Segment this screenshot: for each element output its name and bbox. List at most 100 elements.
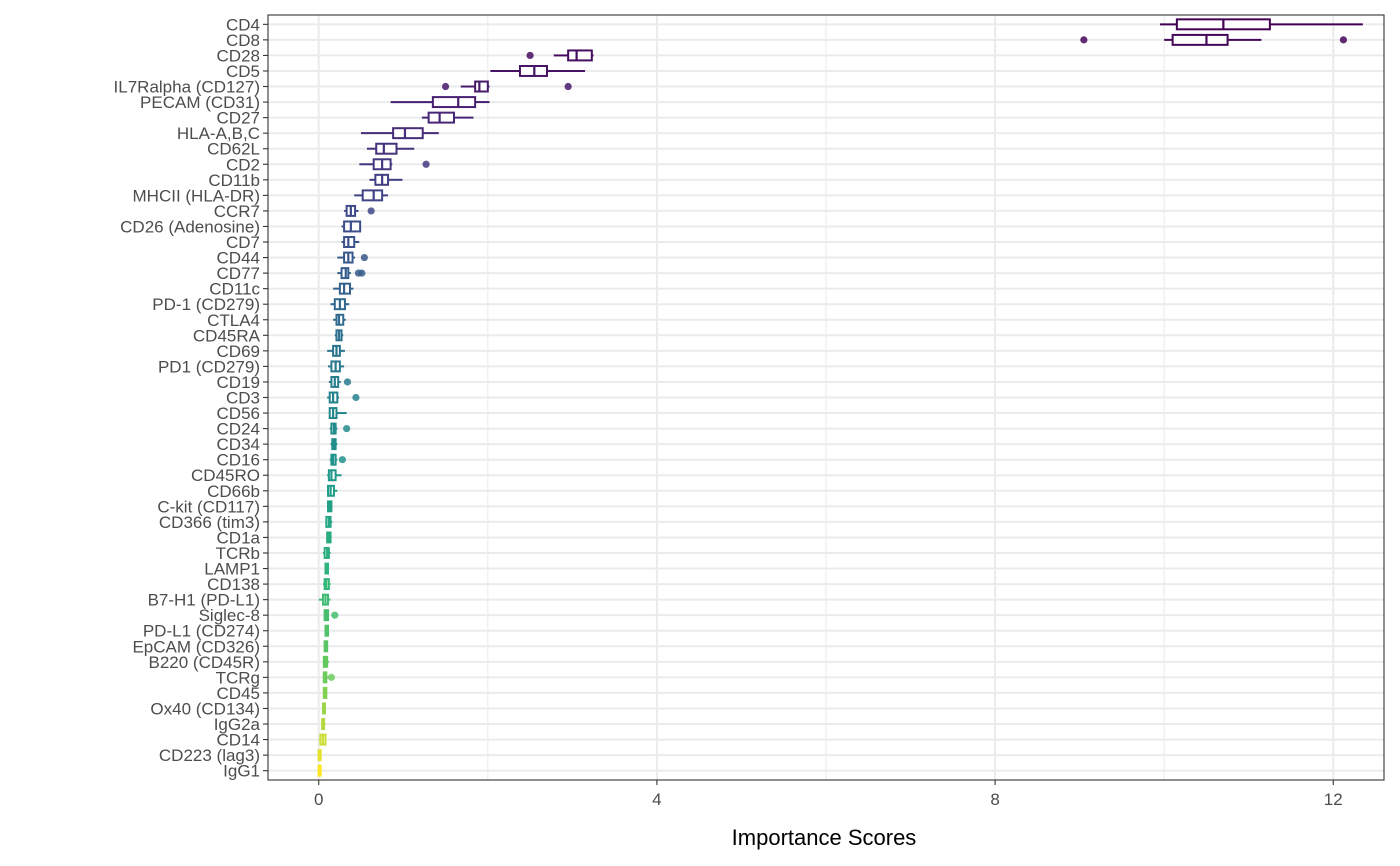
box-plot (490, 65, 586, 77)
box-plot (369, 173, 403, 186)
outlier-point (360, 253, 368, 262)
box-plot (421, 111, 474, 124)
grid-lines (268, 15, 1384, 780)
y-tick-label: HLA-A,B,C (177, 124, 260, 143)
y-tick-label: IgG2a (214, 715, 261, 734)
box-iqr (474, 80, 489, 93)
box-plot (322, 547, 331, 559)
y-tick-label: CD223 (lag3) (159, 746, 260, 765)
box-iqr (375, 142, 398, 155)
y-tick-label: PD-1 (CD279) (152, 295, 260, 314)
x-tick-label: 8 (990, 790, 999, 809)
box-plot (359, 158, 430, 171)
box-plot (341, 220, 362, 233)
box-plot (326, 531, 332, 544)
outlier-point (352, 393, 360, 402)
box-plot (334, 329, 344, 342)
y-tick-label: CD77 (217, 264, 260, 283)
box-plot (337, 251, 368, 264)
outlier-point (1339, 36, 1348, 44)
box-plot (328, 407, 347, 420)
box-plot (330, 438, 338, 451)
box-plot (318, 733, 327, 746)
box-iqr (427, 111, 455, 124)
box-iqr (392, 127, 424, 140)
y-tick-label: CD45RO (191, 466, 260, 485)
y-tick-label: Ox40 (CD134) (150, 699, 260, 718)
box-plot (337, 267, 366, 280)
box-plot (323, 609, 339, 622)
x-axis-title: Importance Scores (732, 825, 917, 850)
y-tick-label: IL7Ralpha (CD127) (114, 78, 260, 97)
box-plot (441, 80, 572, 93)
outlier-point (338, 456, 346, 464)
y-tick-label: CD14 (217, 731, 260, 750)
box-plot (321, 718, 326, 730)
box-iqr (431, 96, 477, 109)
y-tick-label: CD66b (207, 482, 260, 501)
box-plot (317, 764, 322, 777)
box-plot (325, 515, 333, 528)
x-tick-label: 12 (1324, 790, 1343, 809)
y-tick-label: TCRg (216, 668, 260, 687)
box-plot (322, 671, 336, 684)
y-tick-label: B7-H1 (PD-L1) (148, 591, 260, 610)
y-tick-label: CD366 (tim3) (159, 513, 260, 532)
y-tick-label: CD7 (226, 233, 260, 252)
y-tick-label: CD44 (217, 249, 260, 268)
box-plot (328, 375, 352, 388)
box-plot (1159, 18, 1363, 31)
y-tick-label: CD11b (208, 171, 260, 190)
y-tick-label: CD4 (226, 15, 260, 34)
y-tick-label: CD19 (217, 373, 260, 392)
y-tick-label: CD69 (217, 342, 260, 361)
y-tick-label: CD16 (217, 451, 260, 470)
box-iqr (343, 220, 362, 233)
box-plot (327, 344, 345, 357)
y-tick-label: EpCAM (CD326) (132, 637, 260, 656)
outlier-point (564, 82, 572, 91)
box-iqr (361, 189, 384, 202)
outlier-point (327, 673, 336, 681)
outlier-point (343, 378, 352, 386)
box-plot (327, 500, 333, 513)
box-plot (322, 686, 328, 699)
y-tick-label: TCRb (216, 544, 260, 563)
box-plot (366, 142, 415, 155)
box-plot (333, 282, 354, 295)
box-plot (361, 127, 439, 140)
outlier-point (343, 424, 351, 433)
box-plot (344, 204, 375, 217)
box-plot (323, 640, 329, 653)
box-plot (321, 702, 326, 715)
y-tick-label: CD56 (217, 404, 260, 423)
box-plot (390, 96, 490, 109)
y-tick-label: CD24 (217, 420, 260, 439)
y-tick-label: CD3 (226, 389, 260, 408)
box-plot (328, 360, 345, 373)
y-tick-label: CD62L (207, 140, 260, 159)
y-tick-label: PD-L1 (CD274) (143, 622, 260, 641)
y-tick-label: PD1 (CD279) (158, 357, 260, 376)
outlier-point (367, 207, 375, 215)
box-plot (327, 391, 360, 404)
box-iqr (567, 49, 593, 62)
box-plot (324, 562, 330, 575)
y-tick-label: CD11c (209, 280, 260, 299)
y-tick-label: CD45 (217, 684, 260, 703)
box-plot (330, 298, 350, 311)
box-plot (318, 593, 331, 606)
y-tick-label: CD28 (217, 46, 260, 65)
outlier-point (422, 160, 430, 168)
outlier-point (441, 82, 450, 91)
box-plot (322, 655, 329, 668)
x-tick-label: 0 (314, 790, 323, 809)
y-tick-label: CTLA4 (207, 311, 260, 330)
box-plot (354, 189, 389, 202)
y-tick-label: CD8 (226, 31, 260, 50)
box-plot (329, 422, 351, 435)
x-tick-label: 4 (652, 790, 661, 809)
y-tick-label: LAMP1 (204, 560, 260, 579)
